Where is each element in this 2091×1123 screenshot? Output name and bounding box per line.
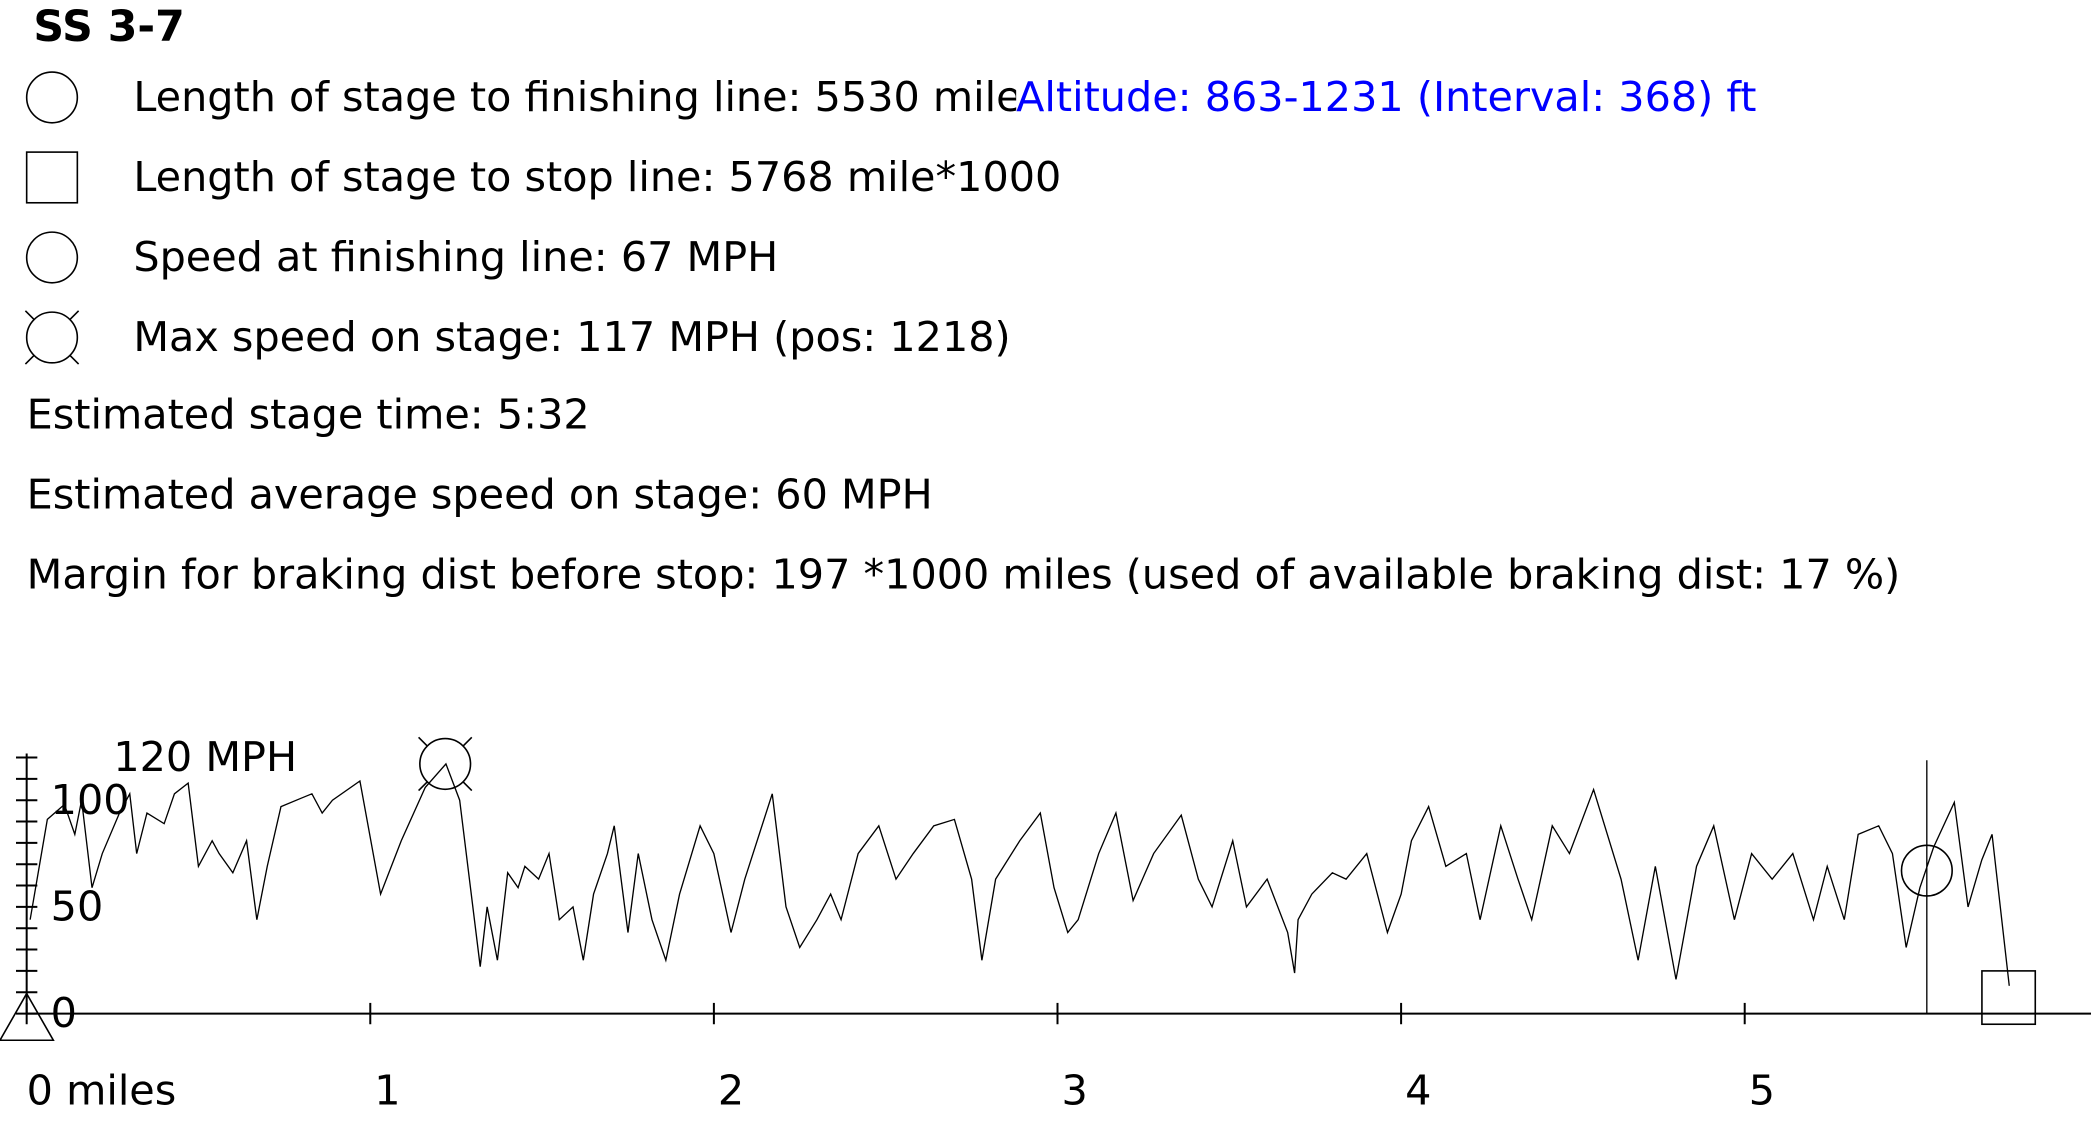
legend-symbol — [25, 71, 79, 124]
legend-symbol — [25, 151, 79, 204]
y-tick-label: 50 — [51, 883, 104, 931]
y-tick-label: 100 — [51, 776, 130, 824]
y-tick-label: 0 — [51, 989, 77, 1037]
legend-symbol — [25, 311, 79, 364]
marker-circle-line — [1900, 844, 1953, 897]
altitude-text: Altitude: 863-1231 (Interval: 368) ft — [1016, 73, 1756, 121]
marker-circle-cross-cross — [418, 736, 473, 792]
marker-triangle — [0, 991, 55, 1042]
marker-circle-cross — [419, 737, 472, 791]
title: SS 3-7 — [33, 2, 184, 52]
legend-text: Speed at finishing line: 67 MPH — [133, 233, 778, 281]
info-line: Estimated stage time: 5:32 — [27, 390, 590, 438]
x-tick-label: 5 — [1749, 1067, 1775, 1115]
legend-symbol-cross — [24, 310, 80, 365]
legend-text: Length of stage to finishing line: 5530 … — [133, 73, 1147, 121]
speed-line — [29, 762, 2010, 986]
info-line: Estimated average speed on stage: 60 MPH — [27, 470, 933, 518]
legend-text: Length of stage to stop line: 5768 mile*… — [133, 153, 1061, 201]
marker-square — [1981, 970, 2037, 1026]
x-tick-label: 4 — [1405, 1067, 1431, 1115]
legend-symbol — [25, 231, 79, 284]
x-tick-label: 1 — [374, 1067, 400, 1115]
info-line: Margin for braking dist before stop: 197… — [27, 551, 1901, 599]
y-tick-label: 120 MPH — [113, 733, 297, 781]
x-tick-label: 2 — [718, 1067, 744, 1115]
legend-text: Max speed on stage: 117 MPH (pos: 1218) — [133, 313, 1010, 361]
x-tick-label: 3 — [1061, 1067, 1087, 1115]
x-tick-label: 0 miles — [27, 1067, 177, 1115]
